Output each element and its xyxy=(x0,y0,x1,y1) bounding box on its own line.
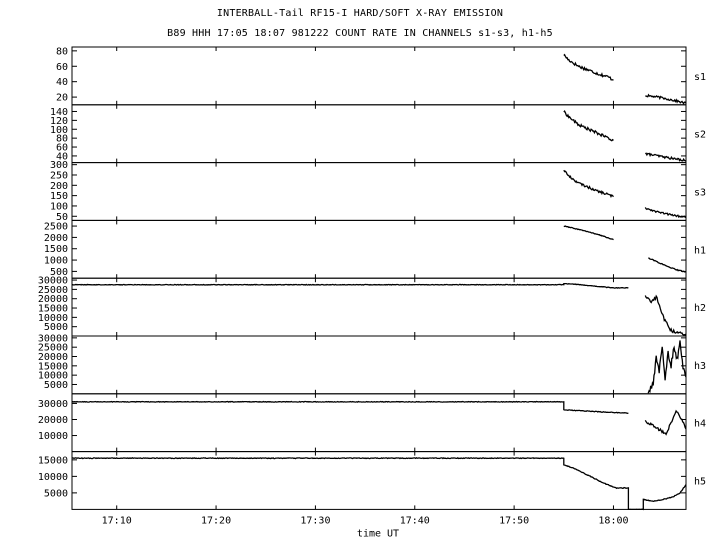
y-tick-label: 15000 xyxy=(38,361,68,372)
y-tick-label: 25000 xyxy=(38,343,68,354)
y-tick-label: 20000 xyxy=(38,294,68,305)
data-trace-h5-0 xyxy=(71,456,687,511)
y-tick-label: 80 xyxy=(56,134,68,145)
data-trace-h1-0 xyxy=(563,225,614,241)
y-tick-label: 60 xyxy=(56,143,68,154)
y-tick-label: 250 xyxy=(50,170,68,181)
data-trace-s1-0 xyxy=(563,53,614,81)
y-tick-label: 10000 xyxy=(38,313,68,324)
chart-subtitle: B89 HHH 17:05 18:07 981222 COUNT RATE IN… xyxy=(167,28,553,39)
x-tick-label: 17:50 xyxy=(499,515,529,526)
y-tick-label: 120 xyxy=(50,116,68,127)
panel-frame-h5 xyxy=(71,451,687,510)
data-trace-h4-1 xyxy=(644,409,687,436)
panel-frame-s2 xyxy=(71,104,687,164)
y-tick-label: 2500 xyxy=(44,222,68,233)
y-tick-label: 15000 xyxy=(38,304,68,315)
panel-frame-s1 xyxy=(71,46,687,106)
x-tick-label: 18:00 xyxy=(598,515,628,526)
data-trace-h3-0 xyxy=(647,340,687,394)
data-trace-h2-0 xyxy=(71,282,629,289)
y-tick-label: 30000 xyxy=(38,399,68,410)
panel-frame-h2 xyxy=(71,277,687,337)
y-tick-label: 300 xyxy=(50,160,68,171)
y-tick-label: 100 xyxy=(50,201,68,212)
y-tick-label: 2000 xyxy=(44,233,68,244)
panel-frame-h3 xyxy=(71,335,687,395)
y-tick-label: 50 xyxy=(56,212,68,223)
data-trace-h1-1 xyxy=(648,257,687,273)
y-tick-label: 30000 xyxy=(38,276,68,287)
channel-label-h1: h1 xyxy=(694,245,706,256)
y-tick-label: 10000 xyxy=(38,371,68,382)
data-trace-h2-1 xyxy=(644,294,687,336)
channel-label-h3: h3 xyxy=(694,361,706,372)
channel-label-h4: h4 xyxy=(694,419,706,430)
y-tick-label: 10000 xyxy=(38,431,68,442)
panel-frame-s3 xyxy=(71,162,687,221)
channel-label-s2: s2 xyxy=(694,130,706,141)
y-tick-label: 1500 xyxy=(44,244,68,255)
data-trace-h4-0 xyxy=(71,400,629,414)
x-tick-label: 17:20 xyxy=(201,515,231,526)
data-trace-s1-1 xyxy=(645,93,687,105)
y-tick-label: 25000 xyxy=(38,285,68,296)
y-tick-label: 15000 xyxy=(38,455,68,466)
data-trace-s3-0 xyxy=(563,169,614,198)
y-tick-label: 60 xyxy=(56,62,68,73)
data-trace-s2-1 xyxy=(645,152,687,162)
y-tick-label: 40 xyxy=(56,151,68,162)
y-tick-label: 20000 xyxy=(38,352,68,363)
y-tick-label: 1000 xyxy=(44,256,68,267)
chart-title: INTERBALL-Tail RF15-I HARD/SOFT X-RAY EM… xyxy=(216,8,504,19)
y-tick-label: 20000 xyxy=(38,415,68,426)
y-tick-label: 40 xyxy=(56,77,68,88)
y-tick-label: 30000 xyxy=(38,333,68,344)
y-tick-label: 80 xyxy=(56,46,68,57)
y-tick-label: 500 xyxy=(50,267,68,278)
data-trace-s3-1 xyxy=(644,207,687,218)
data-trace-s2-0 xyxy=(563,109,614,142)
channel-label-s1: s1 xyxy=(694,72,706,83)
channel-label-s3: s3 xyxy=(694,188,706,199)
y-tick-label: 140 xyxy=(50,107,68,118)
x-axis-label: time UT xyxy=(357,528,399,539)
y-tick-label: 5000 xyxy=(44,380,68,391)
y-tick-label: 5000 xyxy=(44,322,68,333)
x-tick-label: 17:30 xyxy=(300,515,330,526)
channel-label-h2: h2 xyxy=(694,303,706,314)
y-tick-label: 5000 xyxy=(44,488,68,499)
y-tick-label: 150 xyxy=(50,191,68,202)
x-tick-label: 17:10 xyxy=(102,515,132,526)
y-tick-label: 200 xyxy=(50,181,68,192)
y-tick-label: 10000 xyxy=(38,472,68,483)
panel-frame-h1 xyxy=(71,219,687,279)
y-tick-label: 100 xyxy=(50,125,68,136)
x-tick-label: 17:40 xyxy=(400,515,430,526)
channel-label-h5: h5 xyxy=(694,477,706,488)
y-tick-label: 20 xyxy=(56,93,68,104)
